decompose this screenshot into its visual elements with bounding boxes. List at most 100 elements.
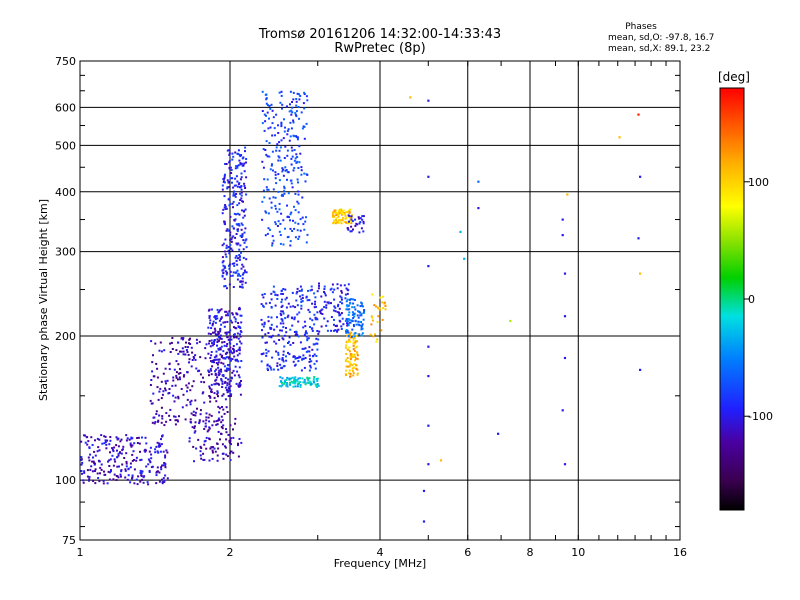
data-point — [233, 212, 236, 215]
data-point — [210, 446, 213, 449]
data-point — [228, 368, 231, 371]
data-point — [360, 314, 363, 317]
data-point — [356, 352, 359, 355]
data-point — [98, 460, 101, 463]
data-point — [225, 356, 228, 359]
data-point — [282, 353, 285, 356]
data-point — [342, 212, 344, 215]
data-point — [297, 106, 300, 108]
data-point — [362, 318, 365, 321]
data-point — [111, 448, 114, 451]
data-point — [136, 437, 139, 439]
data-point — [80, 463, 83, 466]
data-point — [287, 128, 290, 131]
data-point — [323, 306, 326, 308]
data-point — [347, 228, 350, 231]
data-point — [352, 372, 355, 375]
data-point — [217, 430, 220, 433]
data-point — [280, 94, 283, 97]
data-point — [339, 320, 342, 323]
data-point — [232, 194, 235, 197]
data-point — [240, 251, 242, 254]
data-point — [243, 241, 246, 244]
data-point — [245, 246, 248, 249]
data-point — [214, 358, 217, 361]
data-point — [237, 455, 240, 458]
data-point — [225, 406, 228, 409]
data-point — [335, 211, 338, 214]
data-point — [230, 247, 233, 250]
data-point — [220, 316, 223, 319]
data-point — [163, 480, 166, 483]
data-point — [215, 355, 218, 358]
data-point — [298, 117, 300, 120]
data-point — [267, 350, 270, 353]
data-point — [222, 424, 225, 427]
data-point — [344, 360, 347, 362]
data-point — [188, 358, 191, 361]
data-point — [264, 234, 267, 237]
data-point — [140, 475, 143, 477]
data-point — [293, 135, 296, 138]
data-point — [157, 420, 159, 423]
data-point — [302, 354, 305, 357]
data-point — [342, 323, 345, 326]
data-point — [177, 372, 180, 375]
data-point — [138, 442, 141, 445]
data-point — [238, 381, 241, 384]
data-point — [96, 450, 99, 453]
data-point — [173, 415, 175, 418]
data-point — [348, 331, 351, 334]
data-point — [282, 168, 285, 171]
data-point — [289, 179, 292, 182]
data-point — [271, 235, 274, 238]
data-point — [268, 197, 271, 200]
data-point — [362, 215, 365, 218]
data-point — [283, 345, 286, 348]
data-point — [81, 472, 83, 475]
data-point — [221, 212, 224, 215]
data-point — [360, 227, 363, 230]
data-point — [161, 481, 164, 484]
data-point — [296, 92, 299, 95]
data-point — [271, 122, 274, 125]
data-point — [179, 378, 181, 381]
data-point — [357, 216, 360, 219]
data-point — [344, 214, 347, 217]
data-point — [212, 331, 214, 334]
data-point — [92, 460, 95, 463]
data-point — [290, 163, 293, 166]
data-point — [325, 306, 328, 309]
data-point — [88, 476, 91, 478]
data-point — [348, 346, 351, 349]
data-point — [225, 389, 228, 391]
data-point — [271, 134, 274, 137]
data-point — [164, 454, 167, 457]
data-point — [278, 156, 281, 159]
data-point — [292, 169, 295, 172]
data-point — [289, 90, 292, 93]
data-point — [266, 178, 269, 181]
data-point — [275, 149, 278, 152]
data-point — [242, 265, 245, 268]
data-point — [330, 329, 333, 332]
data-point — [377, 306, 379, 309]
data-point — [213, 356, 216, 359]
x-tick-label: 2 — [227, 546, 234, 559]
data-point — [340, 290, 343, 292]
data-point — [372, 335, 375, 338]
data-point — [228, 386, 231, 389]
data-point — [100, 468, 103, 471]
data-point — [263, 129, 266, 132]
data-point — [229, 275, 232, 277]
data-point — [345, 365, 348, 368]
data-point — [298, 355, 301, 358]
data-point — [313, 323, 316, 326]
data-point — [339, 295, 342, 298]
data-point — [281, 381, 284, 384]
data-point — [282, 219, 285, 222]
data-point — [139, 472, 142, 474]
data-point — [172, 379, 175, 382]
data-point — [234, 271, 237, 274]
